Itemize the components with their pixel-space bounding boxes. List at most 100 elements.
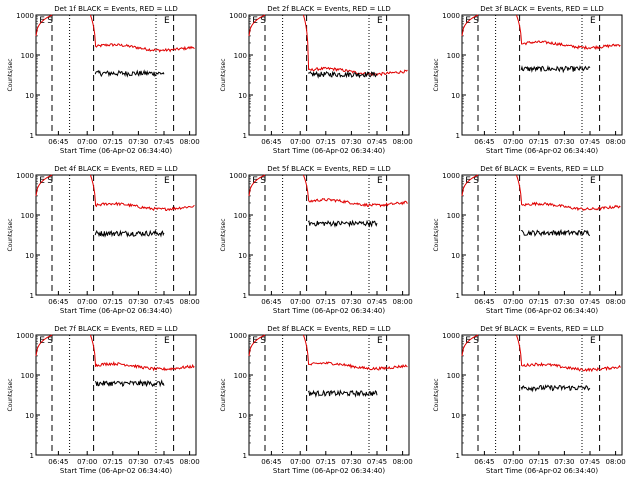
detector-panel-6: Det 6f BLACK = Events, RED = LLD 1 10 100 10…	[433, 165, 626, 315]
x-axis-label: Start Time (06-Apr-02 06:34:40)	[486, 147, 598, 155]
events-curve	[307, 219, 378, 228]
detector-panel-9: Det 9f BLACK = Events, RED = LLD 1 10 100 10…	[433, 325, 626, 475]
x-tick-label: 07:00	[290, 298, 310, 306]
marker-e-label: E	[377, 16, 383, 26]
events-curve	[94, 379, 165, 388]
x-tick-label: 06:45	[261, 298, 281, 306]
x-tick-label: 07:30	[128, 298, 148, 306]
y-tick-label: 1	[30, 292, 34, 300]
x-tick-label: 07:45	[154, 138, 174, 146]
x-tick-label: 06:45	[474, 298, 494, 306]
panel-title: Det 8f BLACK = Events, RED = LLD	[267, 325, 390, 333]
x-tick-label: 07:30	[341, 458, 361, 466]
y-tick-label: 1000	[442, 332, 460, 340]
plot-frame	[461, 174, 623, 296]
panel-title: Det 6f BLACK = Events, RED = LLD	[480, 165, 603, 173]
x-tick-label: 06:45	[474, 458, 494, 466]
y-axis-label: Counts/sec	[7, 218, 14, 251]
panel-title: Det 7f BLACK = Events, RED = LLD	[54, 325, 177, 333]
y-axis-label: Counts/sec	[433, 378, 440, 411]
detector-panel-7: Det 7f BLACK = Events, RED = LLD 1 10 100 10…	[7, 325, 200, 475]
x-tick-label: 07:00	[503, 298, 523, 306]
x-tick-label: 07:45	[154, 458, 174, 466]
marker-s-label: S	[260, 176, 266, 186]
x-tick-label: 06:45	[474, 138, 494, 146]
marker-s-label: S	[260, 16, 266, 26]
marker-s-label: S	[473, 336, 479, 346]
x-tick-label: 08:00	[606, 298, 626, 306]
panel-title: Det 1f BLACK = Events, RED = LLD	[54, 5, 177, 13]
x-tick-label: 07:00	[77, 138, 97, 146]
marker-s-label: S	[47, 16, 53, 26]
y-tick-label: 10	[451, 92, 460, 100]
x-tick-label: 07:00	[77, 298, 97, 306]
detector-panel-8: Det 8f BLACK = Events, RED = LLD 1 10 100 10…	[220, 325, 413, 475]
x-tick-label: 07:30	[128, 458, 148, 466]
y-tick-label: 10	[238, 412, 247, 420]
lld-curve	[461, 334, 479, 357]
lld-curve	[248, 14, 266, 37]
x-tick-label: 07:00	[503, 138, 523, 146]
x-axis-label: Start Time (06-Apr-02 06:34:40)	[60, 147, 172, 155]
y-axis-label: Counts/sec	[433, 58, 440, 91]
x-tick-label: 07:15	[103, 298, 123, 306]
x-tick-label: 07:15	[316, 458, 336, 466]
x-tick-label: 07:15	[103, 458, 123, 466]
y-tick-label: 1000	[229, 332, 247, 340]
detector-panel-5: Det 5f BLACK = Events, RED = LLD 1 10 100 10…	[220, 165, 413, 315]
y-tick-label: 1	[30, 452, 34, 460]
x-tick-label: 07:00	[77, 458, 97, 466]
x-axis-label: Start Time (06-Apr-02 06:34:40)	[273, 467, 385, 475]
y-tick-label: 100	[234, 372, 247, 380]
y-tick-label: 100	[447, 52, 460, 60]
y-tick-label: 10	[451, 412, 460, 420]
x-tick-label: 07:15	[316, 298, 336, 306]
x-axis-label: Start Time (06-Apr-02 06:34:40)	[60, 467, 172, 475]
x-tick-label: 07:30	[341, 138, 361, 146]
x-tick-label: 06:45	[261, 458, 281, 466]
x-axis-label: Start Time (06-Apr-02 06:34:40)	[273, 147, 385, 155]
x-tick-label: 06:45	[48, 298, 68, 306]
y-tick-label: 100	[447, 372, 460, 380]
y-tick-label: 1	[243, 132, 247, 140]
y-axis-label: Counts/sec	[220, 58, 227, 91]
lld-curve	[35, 174, 53, 197]
y-tick-label: 1	[456, 132, 460, 140]
events-curve	[307, 70, 378, 79]
lld-curve	[461, 174, 479, 197]
y-tick-label: 1	[456, 452, 460, 460]
marker-s-label: S	[47, 336, 53, 346]
marker-e-label: E	[164, 16, 170, 26]
lld-curve	[515, 334, 621, 373]
x-tick-label: 08:00	[606, 138, 626, 146]
lld-curve	[89, 334, 195, 372]
plot-frame	[35, 174, 197, 296]
lld-curve	[515, 174, 621, 212]
y-tick-label: 100	[234, 52, 247, 60]
x-tick-label: 07:15	[103, 138, 123, 146]
x-tick-label: 07:45	[367, 298, 387, 306]
x-tick-label: 07:45	[367, 138, 387, 146]
events-curve	[520, 384, 591, 393]
plot-frame	[461, 14, 623, 136]
x-tick-label: 07:15	[529, 138, 549, 146]
y-axis-label: Counts/sec	[433, 218, 440, 251]
detector-panel-1: Det 1f BLACK = Events, RED = LLD 1 10 100 10…	[7, 5, 200, 155]
y-tick-label: 100	[234, 212, 247, 220]
lld-curve	[302, 174, 408, 208]
lld-curve	[302, 334, 408, 371]
panel-title: Det 4f BLACK = Events, RED = LLD	[54, 165, 177, 173]
detector-panel-4: Det 4f BLACK = Events, RED = LLD 1 10 100 10…	[7, 165, 200, 315]
x-tick-label: 07:45	[580, 138, 600, 146]
y-tick-label: 1	[456, 292, 460, 300]
lld-curve	[89, 174, 195, 212]
y-tick-label: 1000	[229, 12, 247, 20]
marker-e-label: E	[164, 336, 170, 346]
x-tick-label: 08:00	[393, 298, 413, 306]
lld-curve	[461, 14, 479, 37]
y-axis-label: Counts/sec	[7, 58, 14, 91]
plot-frame	[248, 174, 410, 296]
x-tick-label: 07:30	[341, 298, 361, 306]
marker-s-label: S	[473, 176, 479, 186]
